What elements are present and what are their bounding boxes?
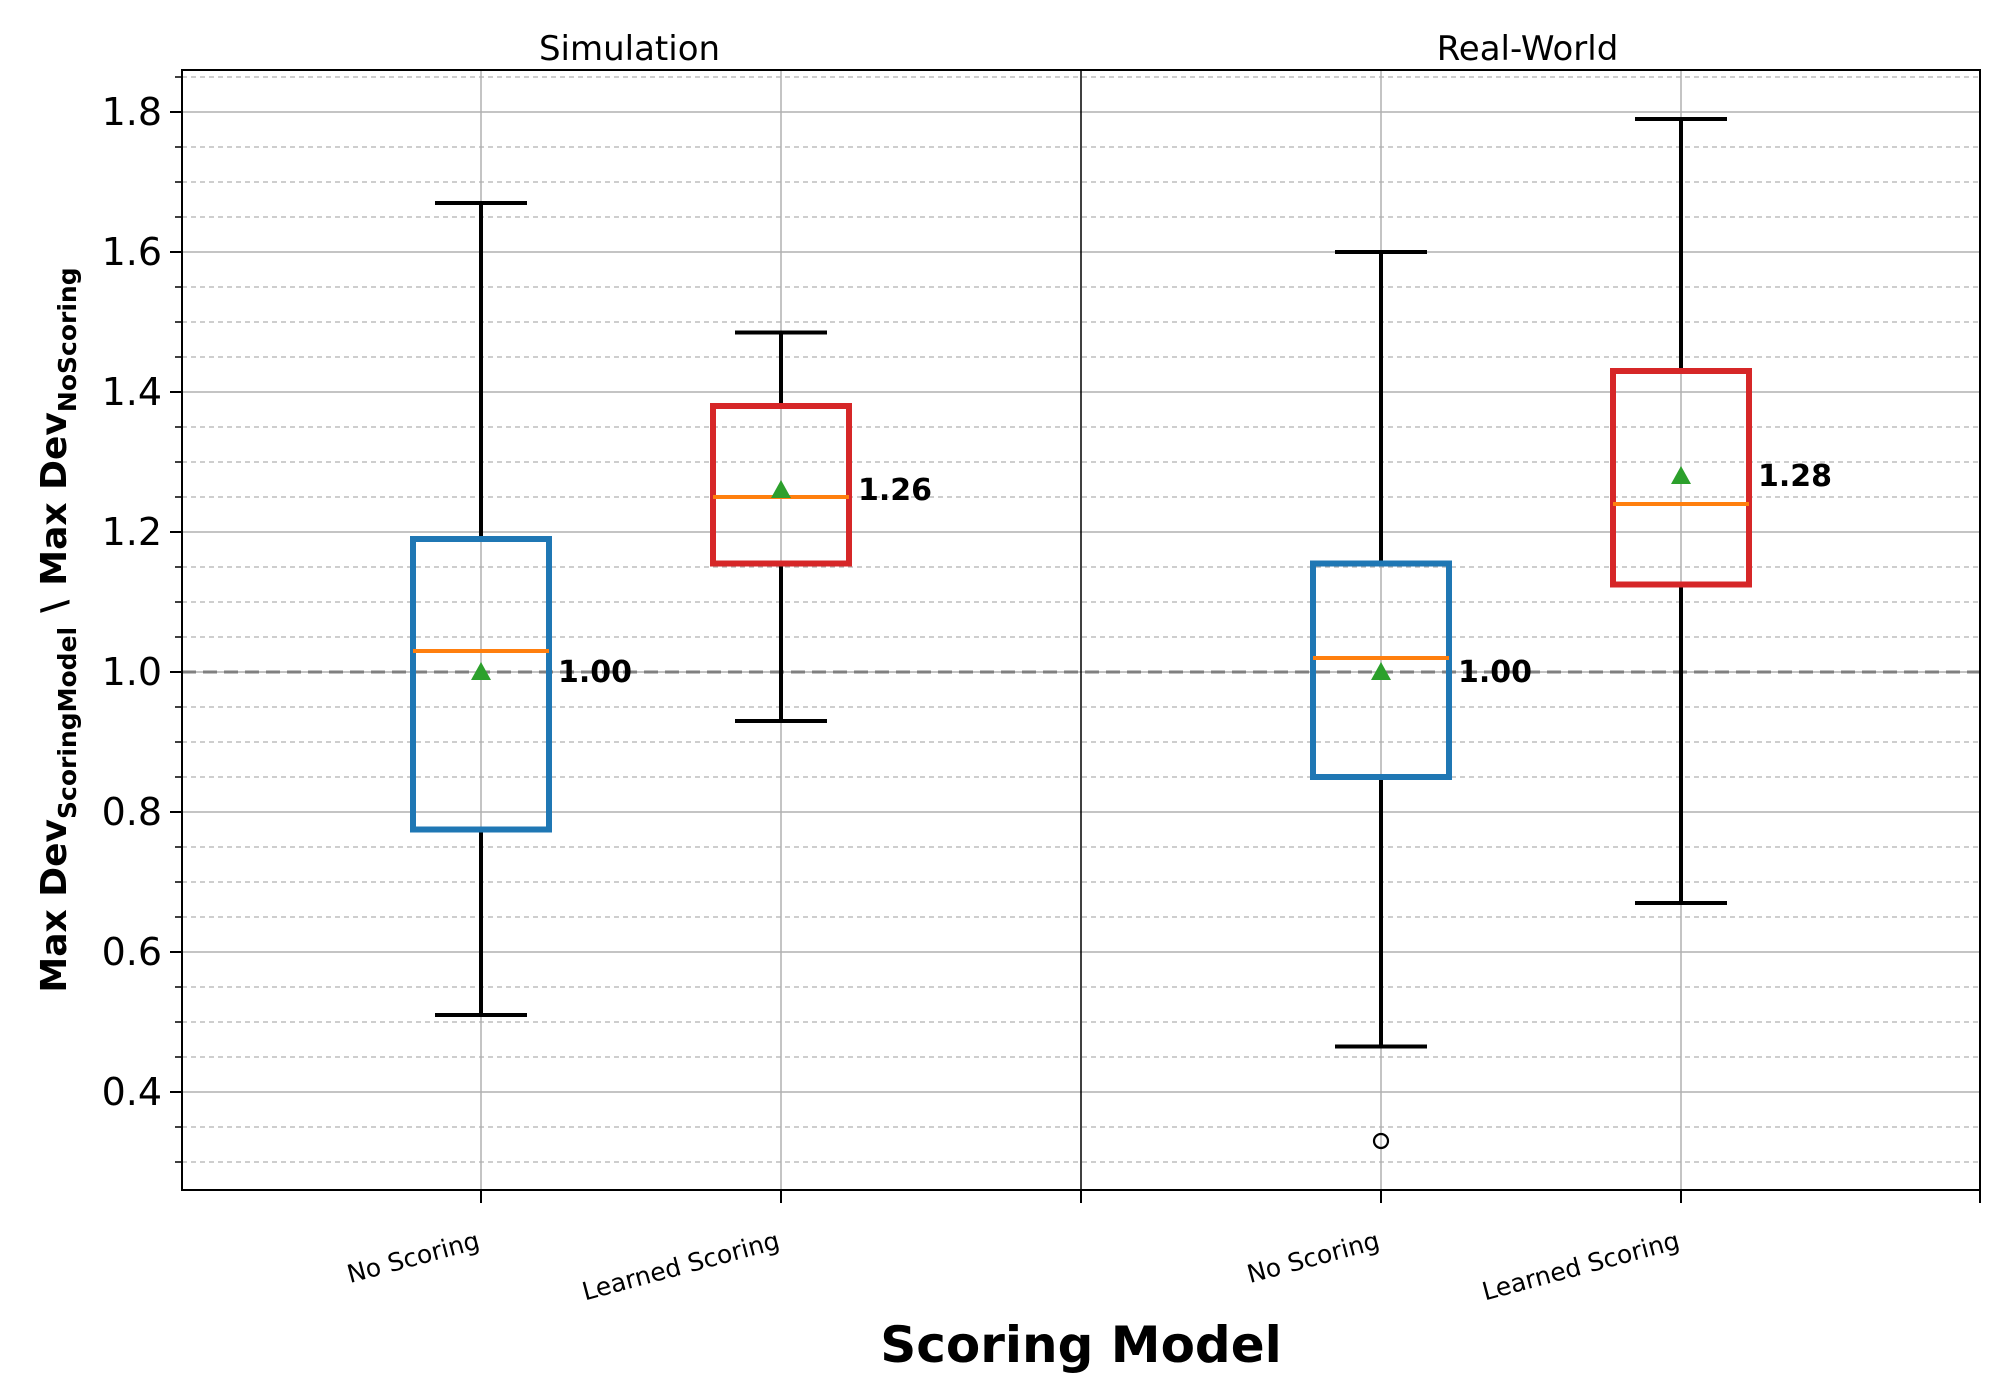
panel-title-real-world: Real-World: [1437, 29, 1619, 69]
box-0-0: [410, 201, 552, 1017]
chart-text: Simulation Real-World Scoring Model Max …: [34, 29, 1832, 1374]
box-1-1: [1610, 117, 1752, 905]
x-tick-label: No Scoring: [1244, 1226, 1383, 1289]
box-0-1: [710, 330, 852, 723]
x-tick-label: Learned Scoring: [579, 1226, 783, 1307]
svg-text:Max DevScoringModel\Max DevNoS: Max DevScoringModel\Max DevNoScoring: [34, 267, 82, 992]
mean-label: 1.00: [558, 655, 632, 690]
x-tick-label: No Scoring: [344, 1226, 483, 1289]
mean-marker: [471, 662, 491, 680]
y-label-main-2: Max Dev: [34, 412, 75, 586]
y-label-main-1: Max Dev: [34, 819, 75, 993]
mean-label: 1.00: [1458, 655, 1532, 690]
outlier-point: [1372, 1132, 1390, 1150]
box-plots: [410, 117, 1752, 1150]
y-tick-label: 1.4: [102, 370, 162, 414]
mean-marker: [771, 480, 791, 498]
y-axis-label: Max DevScoringModel\Max DevNoScoring: [34, 267, 82, 992]
box-1-0: [1310, 250, 1452, 1150]
panel-title-simulation: Simulation: [539, 29, 720, 69]
box-body: [710, 403, 852, 567]
x-tick-label: Learned Scoring: [1479, 1226, 1683, 1307]
y-tick-label: 1.2: [102, 510, 162, 554]
y-tick-label: 1.0: [102, 650, 162, 694]
y-tick-label: 0.4: [102, 1070, 162, 1114]
y-tick-label: 0.6: [102, 930, 162, 974]
mean-marker: [1371, 662, 1391, 680]
box-body: [1310, 560, 1452, 780]
y-label-separator: \: [34, 599, 75, 613]
y-label-sub-bottom: NoScoring: [53, 267, 82, 412]
y-label-sub-top: ScoringModel: [53, 627, 82, 819]
y-tick-label: 1.8: [102, 90, 162, 134]
mean-label: 1.28: [1758, 459, 1832, 494]
box-body: [1610, 368, 1752, 588]
plot-frame: [181, 69, 1981, 1203]
x-axis-label: Scoring Model: [880, 1316, 1282, 1374]
y-tick-label: 1.6: [102, 230, 162, 274]
mean-label: 1.26: [858, 473, 932, 508]
grid-lines: [170, 70, 1980, 1190]
box-body: [410, 536, 552, 833]
mean-marker: [1671, 466, 1691, 484]
y-tick-label: 0.8: [102, 790, 162, 834]
